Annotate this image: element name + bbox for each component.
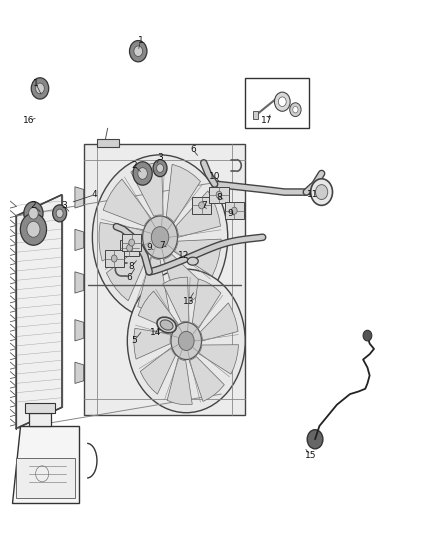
Polygon shape bbox=[75, 187, 84, 208]
Circle shape bbox=[20, 213, 46, 245]
Polygon shape bbox=[84, 144, 245, 415]
Bar bbox=[105, 251, 124, 266]
Text: 13: 13 bbox=[183, 296, 194, 305]
Polygon shape bbox=[99, 223, 143, 261]
Polygon shape bbox=[134, 328, 171, 359]
Circle shape bbox=[293, 107, 298, 113]
Polygon shape bbox=[140, 348, 176, 394]
Text: 3: 3 bbox=[157, 153, 163, 162]
Polygon shape bbox=[103, 179, 151, 226]
Text: 8: 8 bbox=[216, 193, 222, 202]
Ellipse shape bbox=[187, 257, 198, 265]
Circle shape bbox=[35, 83, 44, 94]
Text: 2: 2 bbox=[131, 161, 137, 170]
Text: 7: 7 bbox=[159, 241, 165, 250]
Polygon shape bbox=[16, 195, 62, 429]
Bar bbox=[192, 197, 211, 214]
Text: 11: 11 bbox=[307, 190, 318, 199]
Circle shape bbox=[279, 97, 286, 107]
Polygon shape bbox=[201, 303, 238, 341]
Circle shape bbox=[127, 245, 132, 252]
Circle shape bbox=[129, 239, 134, 246]
Polygon shape bbox=[163, 277, 189, 322]
Polygon shape bbox=[97, 139, 119, 147]
Bar bbox=[245, 78, 308, 128]
Ellipse shape bbox=[160, 320, 173, 330]
Circle shape bbox=[31, 78, 49, 99]
Circle shape bbox=[171, 322, 201, 360]
Polygon shape bbox=[163, 254, 206, 308]
Circle shape bbox=[28, 207, 38, 219]
Text: 6: 6 bbox=[127, 273, 132, 281]
Circle shape bbox=[53, 205, 67, 222]
Text: 1: 1 bbox=[138, 36, 143, 45]
Circle shape bbox=[111, 255, 117, 262]
Text: 9: 9 bbox=[146, 244, 152, 253]
Ellipse shape bbox=[157, 317, 176, 333]
Circle shape bbox=[231, 207, 237, 214]
Circle shape bbox=[133, 162, 152, 185]
Bar bbox=[25, 403, 55, 413]
Text: 6: 6 bbox=[190, 145, 196, 154]
Text: 17: 17 bbox=[261, 116, 273, 125]
Circle shape bbox=[275, 92, 290, 111]
Circle shape bbox=[307, 430, 323, 449]
Text: 12: 12 bbox=[178, 252, 190, 260]
Polygon shape bbox=[189, 357, 224, 401]
Polygon shape bbox=[12, 426, 79, 503]
Text: 2: 2 bbox=[31, 201, 36, 210]
Polygon shape bbox=[75, 320, 84, 341]
Polygon shape bbox=[106, 245, 148, 301]
Circle shape bbox=[315, 184, 328, 199]
Circle shape bbox=[127, 269, 245, 413]
Circle shape bbox=[178, 332, 194, 351]
Bar bbox=[29, 413, 51, 426]
Polygon shape bbox=[138, 256, 169, 312]
Polygon shape bbox=[75, 272, 84, 293]
Polygon shape bbox=[167, 358, 192, 405]
Text: 9: 9 bbox=[227, 209, 233, 218]
Text: 15: 15 bbox=[305, 451, 316, 460]
Polygon shape bbox=[131, 163, 163, 216]
Circle shape bbox=[143, 216, 177, 259]
Text: 10: 10 bbox=[209, 172, 220, 181]
Polygon shape bbox=[198, 345, 239, 374]
Circle shape bbox=[363, 330, 372, 341]
Text: 5: 5 bbox=[131, 336, 137, 345]
Circle shape bbox=[92, 155, 228, 320]
Circle shape bbox=[156, 164, 163, 172]
Circle shape bbox=[130, 41, 147, 62]
Circle shape bbox=[56, 209, 63, 217]
Circle shape bbox=[134, 46, 143, 56]
Text: 4: 4 bbox=[92, 190, 97, 199]
Text: 8: 8 bbox=[129, 262, 134, 271]
Bar bbox=[209, 187, 229, 203]
Bar bbox=[122, 235, 141, 251]
Circle shape bbox=[151, 227, 169, 248]
Text: 3: 3 bbox=[61, 201, 67, 210]
Circle shape bbox=[290, 103, 301, 117]
Circle shape bbox=[199, 202, 205, 209]
Polygon shape bbox=[75, 229, 84, 251]
Polygon shape bbox=[166, 164, 201, 223]
Text: 1: 1 bbox=[33, 78, 39, 87]
Polygon shape bbox=[176, 191, 220, 237]
Polygon shape bbox=[192, 279, 221, 328]
Polygon shape bbox=[75, 362, 84, 383]
Circle shape bbox=[24, 201, 43, 225]
Text: 7: 7 bbox=[201, 201, 207, 210]
Bar bbox=[253, 111, 258, 119]
Circle shape bbox=[27, 221, 40, 237]
Bar bbox=[120, 240, 139, 256]
Circle shape bbox=[216, 191, 222, 198]
Circle shape bbox=[153, 160, 167, 176]
Text: 16: 16 bbox=[23, 116, 35, 125]
Circle shape bbox=[311, 179, 332, 205]
Text: 14: 14 bbox=[150, 328, 161, 337]
Circle shape bbox=[138, 167, 148, 179]
Bar bbox=[225, 203, 244, 219]
Bar bbox=[16, 458, 75, 498]
Polygon shape bbox=[138, 291, 178, 330]
Polygon shape bbox=[174, 239, 221, 276]
